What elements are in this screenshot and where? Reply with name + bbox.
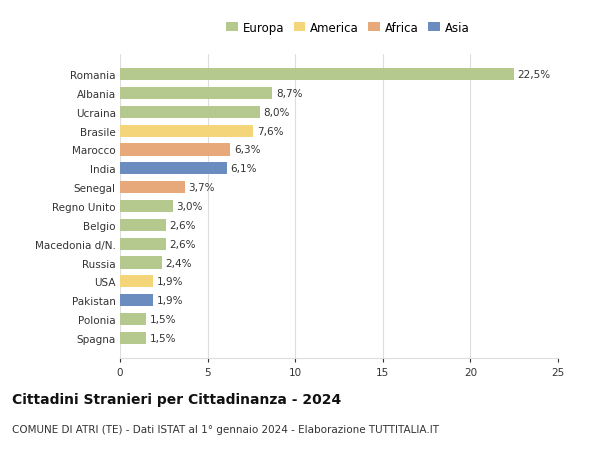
Text: 6,3%: 6,3% xyxy=(234,145,260,155)
Bar xyxy=(120,313,146,325)
Bar xyxy=(120,106,260,119)
Text: 22,5%: 22,5% xyxy=(518,70,551,80)
Text: 1,9%: 1,9% xyxy=(157,296,183,306)
Bar xyxy=(120,163,227,175)
Text: 1,5%: 1,5% xyxy=(150,333,176,343)
Text: 2,6%: 2,6% xyxy=(169,239,196,249)
Bar xyxy=(120,88,272,100)
Bar xyxy=(120,276,153,288)
Bar xyxy=(120,125,253,137)
Text: 1,9%: 1,9% xyxy=(157,277,183,287)
Text: Cittadini Stranieri per Cittadinanza - 2024: Cittadini Stranieri per Cittadinanza - 2… xyxy=(12,392,341,406)
Bar xyxy=(120,219,166,231)
Bar xyxy=(120,69,514,81)
Text: COMUNE DI ATRI (TE) - Dati ISTAT al 1° gennaio 2024 - Elaborazione TUTTITALIA.IT: COMUNE DI ATRI (TE) - Dati ISTAT al 1° g… xyxy=(12,425,439,435)
Text: 3,0%: 3,0% xyxy=(176,202,202,212)
Bar xyxy=(120,238,166,250)
Text: 8,0%: 8,0% xyxy=(263,107,290,118)
Bar xyxy=(120,182,185,194)
Text: 7,6%: 7,6% xyxy=(257,126,283,136)
Text: 8,7%: 8,7% xyxy=(276,89,302,99)
Text: 1,5%: 1,5% xyxy=(150,314,176,325)
Text: 6,1%: 6,1% xyxy=(230,164,257,174)
Text: 2,6%: 2,6% xyxy=(169,220,196,230)
Bar xyxy=(120,294,153,307)
Bar xyxy=(120,144,230,156)
Bar xyxy=(120,257,162,269)
Text: 2,4%: 2,4% xyxy=(166,258,192,268)
Legend: Europa, America, Africa, Asia: Europa, America, Africa, Asia xyxy=(226,22,469,34)
Text: 3,7%: 3,7% xyxy=(188,183,215,193)
Bar xyxy=(120,201,173,213)
Bar xyxy=(120,332,146,344)
